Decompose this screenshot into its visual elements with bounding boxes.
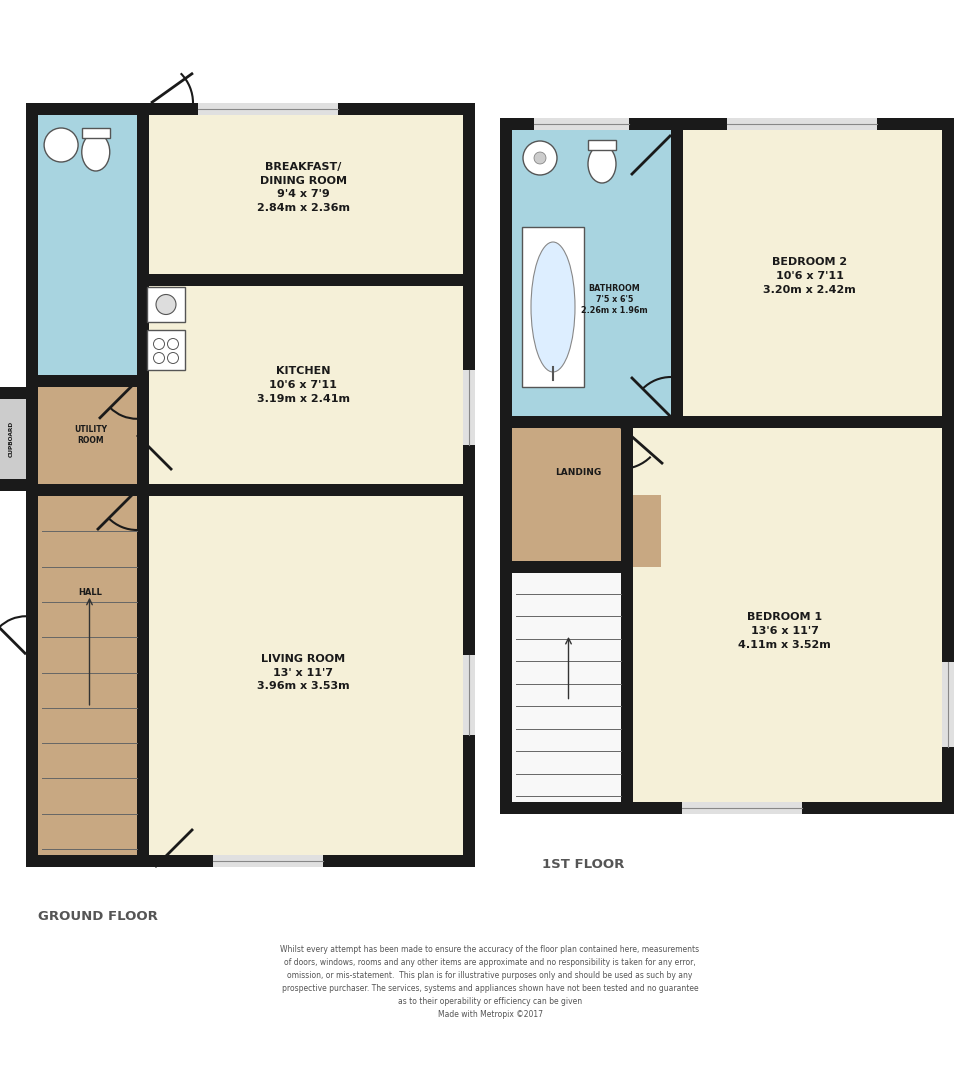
Bar [588, 140, 616, 150]
Ellipse shape [588, 145, 616, 183]
Text: GROUND FLOOR: GROUND FLOOR [38, 910, 158, 923]
Bar [942, 130, 954, 802]
Text: BEDROOM 2
10'6 x 7'11
3.20m x 2.42m: BEDROOM 2 10'6 x 7'11 3.20m x 2.42m [763, 257, 856, 294]
Text: CUPBOARD: CUPBOARD [9, 421, 14, 457]
Bar [143, 490, 463, 855]
Bar [44, 121, 149, 387]
Bar [512, 130, 677, 422]
Bar [627, 416, 954, 428]
Bar [727, 118, 877, 130]
Bar [26, 375, 143, 387]
Bar [500, 130, 512, 802]
Bar [942, 662, 954, 747]
Bar [26, 102, 475, 116]
Bar [627, 495, 662, 567]
Bar [149, 286, 469, 496]
Bar [500, 416, 677, 428]
Bar [149, 496, 469, 861]
Bar [500, 118, 954, 130]
Text: BATHROOM
7'5 x 6'5
2.26m x 1.96m: BATHROOM 7'5 x 6'5 2.26m x 1.96m [581, 283, 648, 315]
Bar [0, 387, 38, 399]
Text: LIVING ROOM
13' x 11'7
3.96m x 3.53m: LIVING ROOM 13' x 11'7 3.96m x 3.53m [257, 654, 349, 691]
Text: UTILITY
ROOM: UTILITY ROOM [74, 425, 107, 446]
Bar [143, 280, 463, 490]
Bar [518, 136, 683, 428]
Bar [0, 399, 38, 480]
Bar [147, 287, 185, 322]
Bar [512, 422, 627, 567]
Bar [38, 490, 143, 855]
Text: BREAKFAST/
DINING ROOM
9'4 x 7'9
2.84m x 2.36m: BREAKFAST/ DINING ROOM 9'4 x 7'9 2.84m x… [257, 162, 350, 213]
Circle shape [534, 152, 546, 164]
Bar [26, 484, 143, 496]
Bar [213, 855, 323, 867]
Bar [463, 655, 475, 735]
Bar [627, 422, 942, 802]
Bar [143, 116, 463, 280]
Bar [81, 128, 110, 138]
Bar [621, 422, 633, 802]
Bar [633, 428, 948, 808]
Bar [26, 855, 475, 867]
Bar [671, 130, 683, 422]
Bar [143, 484, 475, 496]
Bar [38, 116, 143, 380]
Bar [137, 116, 149, 855]
Bar [677, 130, 942, 422]
Bar [682, 802, 802, 814]
Bar [26, 116, 38, 855]
Bar [683, 136, 948, 428]
Circle shape [523, 141, 557, 175]
Bar [463, 370, 475, 445]
Circle shape [156, 294, 176, 315]
Text: BEDROOM 1
13'6 x 11'7
4.11m x 3.52m: BEDROOM 1 13'6 x 11'7 4.11m x 3.52m [738, 613, 831, 650]
Ellipse shape [81, 133, 110, 171]
Text: KITCHEN
10'6 x 7'11
3.19m x 2.41m: KITCHEN 10'6 x 7'11 3.19m x 2.41m [257, 366, 350, 403]
Bar [147, 330, 185, 370]
Bar [143, 274, 475, 286]
Bar [534, 118, 629, 130]
Bar [38, 380, 143, 490]
Bar [512, 567, 627, 802]
Circle shape [44, 128, 78, 162]
Bar [500, 802, 954, 814]
Text: 1ST FLOOR: 1ST FLOOR [542, 858, 624, 871]
Text: LANDING: LANDING [556, 469, 602, 477]
Ellipse shape [531, 242, 575, 372]
Bar [500, 561, 627, 573]
Bar [522, 227, 584, 387]
Text: HALL: HALL [78, 588, 103, 596]
Text: Whilst every attempt has been made to ensure the accuracy of the floor plan cont: Whilst every attempt has been made to en… [280, 945, 700, 1019]
Bar [198, 102, 338, 116]
Bar [149, 121, 469, 286]
Bar [0, 480, 38, 492]
Bar [463, 116, 475, 855]
